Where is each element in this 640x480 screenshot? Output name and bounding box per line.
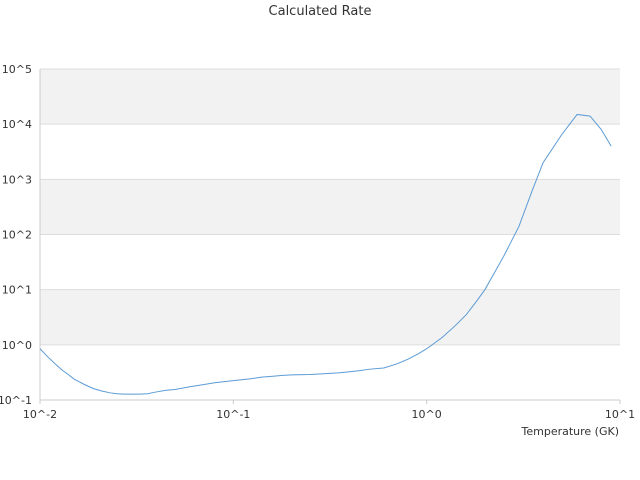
y-tick-label: 10^0 <box>2 339 32 352</box>
x-axis-label: Temperature (GK) <box>521 425 620 438</box>
y-tick-label: 10^-1 <box>0 394 32 407</box>
series-line <box>39 113 612 395</box>
x-tick-label: 10^0 <box>412 408 442 421</box>
grid-band <box>40 69 620 125</box>
y-tick-label: 10^4 <box>2 118 32 131</box>
y-tick-label: 10^3 <box>2 173 32 186</box>
y-tick-label: 10^1 <box>2 284 32 297</box>
x-tick-label: 10^1 <box>605 408 635 421</box>
grid-band <box>40 179 620 235</box>
x-tick-label: 10^-1 <box>216 408 250 421</box>
y-tick-label: 10^2 <box>2 229 32 242</box>
chart-title: Calculated Rate <box>268 4 372 19</box>
x-tick-label: 10^-2 <box>23 408 57 421</box>
y-tick-label: 10^5 <box>2 63 32 76</box>
grid-band <box>40 289 620 345</box>
